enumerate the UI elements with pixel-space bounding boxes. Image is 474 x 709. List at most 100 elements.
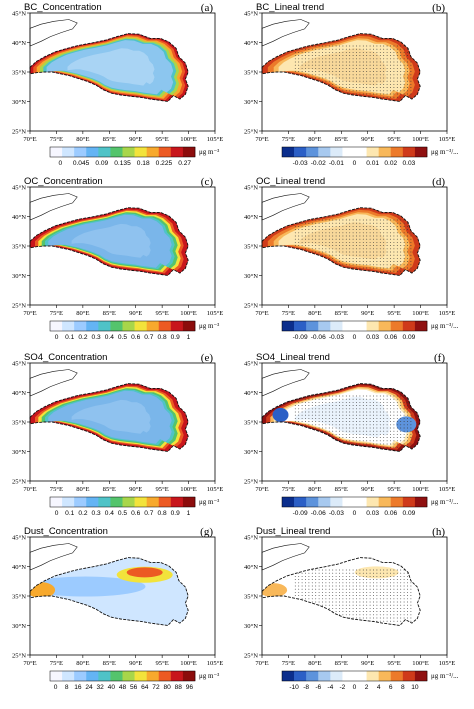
plateau-boundary [261,557,421,626]
lon-tick-label: 70°E [23,136,36,143]
lon-tick-label: 70°E [23,660,36,667]
colorbar-label: 0.09 [402,510,415,517]
plateau-boundary [261,207,421,276]
colorbar-swatch [122,497,135,507]
colorbar-label: 0.18 [137,160,150,167]
lon-tick-label: 95°E [388,136,401,143]
lon-tick-label: 100°E [180,310,197,317]
lon-tick-label: 90°E [129,486,142,493]
significance-stipple [294,219,412,272]
lon-tick-label: 100°E [180,486,197,493]
lat-tick-label: 35°N [12,419,26,426]
colorbar-swatch [50,147,63,157]
colorbar-swatch [294,321,307,331]
colorbar-swatch [158,321,172,331]
colorbar-label: 0 [353,160,357,167]
panel-letter: (h) [432,526,445,538]
lon-tick-label: 100°E [180,136,197,143]
lon-tick-label: 95°E [156,486,169,493]
colorbar-label: 0.135 [114,160,131,167]
colorbar-label: 0.5 [118,510,127,517]
colorbar-swatch [366,321,379,331]
map-panel-h: Dust_Lineal trend (h) 70°E 75°E 80°E 85°E 90°E… [244,526,459,691]
colorbar-swatch [122,321,135,331]
colorbar-swatch [378,497,392,507]
lon-tick-label: 95°E [156,136,169,143]
lat-tick-label: 45°N [12,184,26,191]
colorbar-label: -0.06 [311,334,326,341]
lon-tick-label: 80°E [76,136,89,143]
lon-tick-label: 70°E [255,310,268,317]
colorbar-swatch [342,147,355,157]
lon-tick-label: 105°E [439,310,456,317]
plateau-boundary [29,207,189,276]
lon-tick-label: 95°E [388,310,401,317]
lat-tick-label: 35°N [244,69,258,76]
colorbar-label: -0.03 [293,160,308,167]
lat-tick-label: 30°N [244,623,258,630]
lon-tick-label: 80°E [308,136,321,143]
colorbar-swatch [414,671,428,681]
lon-tick-label: 100°E [412,660,429,667]
colorbar: -0.03 -0.02 -0.01 0 0.01 0.02 0.03 μg m⁻³/... [281,146,459,167]
colorbar-swatch [146,671,160,681]
lat-tick-label: 30°N [12,623,26,630]
lat-tick-label: 35°N [12,593,26,600]
colorbar-swatch [182,497,196,507]
colorbar: -10 -8 -6 -4 -2 0 2 4 6 8 10 μg m⁻³/... [281,670,459,691]
lon-tick-label: 80°E [76,486,89,493]
contour-band [71,399,151,434]
colorbar-swatch [294,671,307,681]
colorbar-label: 0 [59,160,63,167]
lon-tick-label: 105°E [207,486,224,493]
panel-letter: (f) [434,352,445,364]
colorbar-label: 0.3 [92,510,101,517]
colorbar-swatch [318,671,331,681]
lon-tick-label: 80°E [308,310,321,317]
colorbar-swatch [98,671,111,681]
northern-boundary [29,193,78,221]
colorbar-swatch [62,321,75,331]
lat-tick-label: 45°N [244,184,258,191]
colorbar-label: 8 [65,684,69,691]
colorbar-swatch [50,671,63,681]
northern-boundary [29,19,78,47]
colorbar-frame [49,496,196,508]
lon-tick-label: 90°E [361,310,374,317]
colorbar-frame [281,320,428,332]
colorbar-swatch [74,671,87,681]
colorbar-label: 0.225 [156,160,173,167]
map-panel-f: SO4_Lineal trend (f) 70°E 75°E 80°E 85°E 90°E 9… [244,352,459,517]
panel-title: OC_Lineal trend [256,176,325,187]
colorbar-swatch [390,497,404,507]
panel-title: OC_Concentration [24,176,103,187]
lon-tick-label: 85°E [103,136,116,143]
lon-tick-label: 80°E [308,486,321,493]
map-panel-a: BC_Concentration (a) 70°E 75°E 80°E 85°E 90°E 9… [12,2,223,167]
colorbar-frame [281,496,428,508]
colorbar-swatch [354,147,367,157]
colorbar-label: 40 [108,684,116,691]
colorbar-label: 32 [97,684,105,691]
colorbar-swatch [110,147,123,157]
colorbar-label: -10 [289,684,299,691]
colorbar-label: 0.045 [73,160,90,167]
lat-tick-label: 35°N [12,69,26,76]
colorbar-label: 24 [85,684,93,691]
colorbar-swatch [294,497,307,507]
colorbar-swatch [62,147,75,157]
lon-tick-label: 105°E [439,660,456,667]
colorbar: 0 0.1 0.2 0.3 0.4 0.5 0.6 0.7 0.8 0.9 1 μg m⁻³ [49,496,219,517]
colorbar-swatch [390,147,404,157]
panel-title: SO4_Lineal trend [256,352,330,363]
lon-tick-label: 85°E [103,486,116,493]
panel-letter: (b) [432,2,445,14]
lat-tick-label: 30°N [12,273,26,280]
panel-letter: (d) [432,176,445,188]
plateau-boundary [29,557,189,626]
colorbar-swatch [122,671,135,681]
colorbar-swatch [134,321,147,331]
colorbar-swatch [98,321,111,331]
map-panel-e: SO4_Concentration (e) 70°E 75°E 80°E 85°E 90°E… [12,352,223,517]
colorbar: 0 0.045 0.09 0.135 0.18 0.225 0.27 μg m⁻³ [49,146,219,167]
